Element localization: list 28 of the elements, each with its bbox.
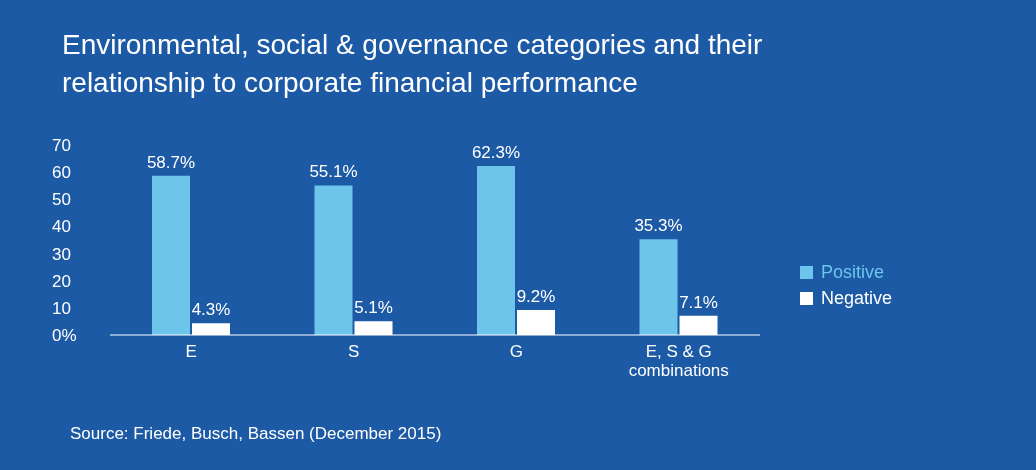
bar [314,185,353,335]
x-tick-label: G [509,342,523,361]
y-tick-label: 10 [52,298,71,318]
data-label: 5.1% [354,298,393,318]
data-label: 9.2% [516,287,556,307]
data-label: 58.7% [146,152,196,172]
data-label: 4.3% [191,300,231,320]
data-label: 55.1% [309,162,358,182]
y-tick-label: 0% [52,326,77,346]
x-tick-label: E, S & G combinations [628,342,729,380]
bar [639,239,678,335]
y-tick-label: 30 [52,244,71,264]
y-tick-label: 20 [52,271,71,291]
bar [152,175,190,335]
data-label: 35.3% [634,216,683,236]
x-tick-label: E [185,342,197,361]
y-tick-label: 50 [52,190,71,210]
y-tick-label: 40 [52,217,71,237]
chart-title: Environmental, social & governance categories and their relationship to corporate financial performance [62,28,764,100]
data-label: 7.1% [679,292,718,312]
x-tick-label: S [348,342,360,361]
y-tick-label: 70 [52,136,71,156]
bar [477,165,515,335]
legend-label: Negative [821,287,893,310]
data-label: 62.3% [471,142,521,162]
legend-label: Positive [821,261,885,284]
source-note: Source: Friede, Busch, Bassen (December 2015) [70,424,442,444]
y-tick-label: 60 [52,163,71,183]
